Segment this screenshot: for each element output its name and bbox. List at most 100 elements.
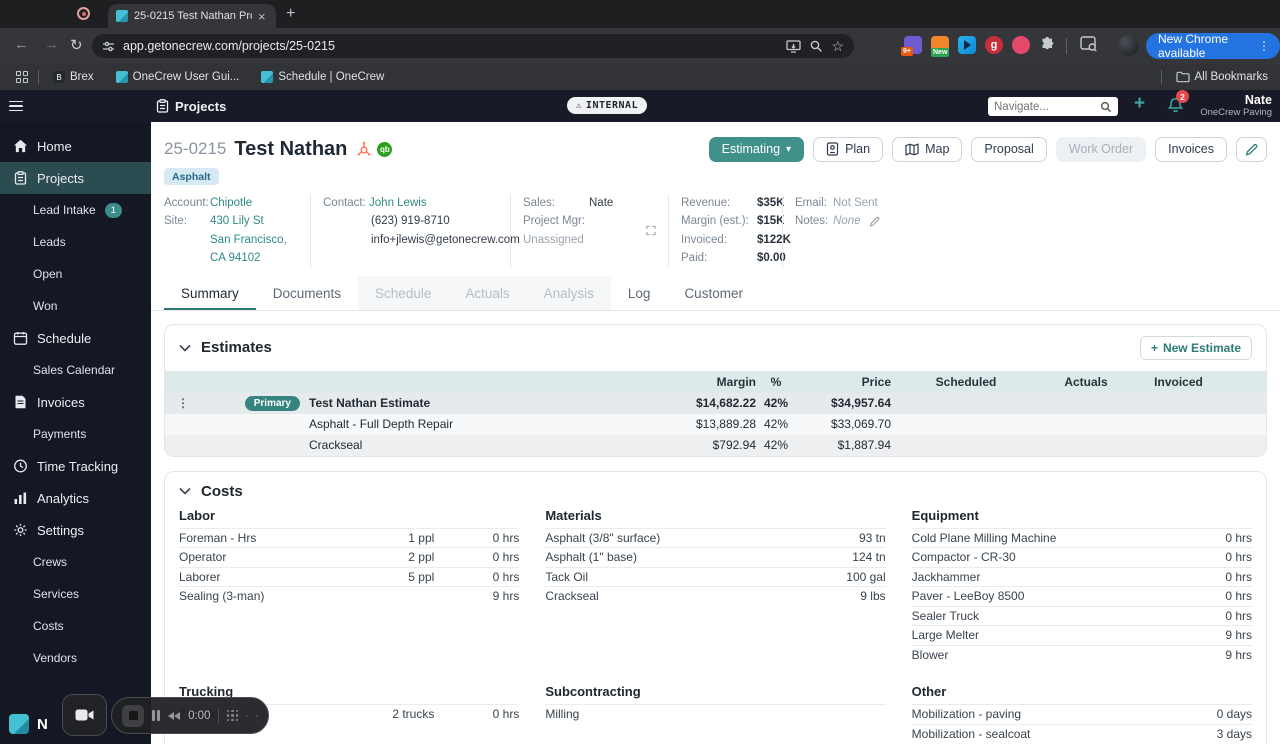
estimate-name[interactable]: Asphalt - Full Depth Repair bbox=[309, 413, 646, 435]
extension-1-icon[interactable]: 9+ bbox=[901, 36, 922, 56]
sidebar-item-projects[interactable]: Projects bbox=[0, 162, 151, 194]
estimating-button[interactable]: Estimating ▾ bbox=[708, 136, 805, 162]
draw-tool-icon[interactable] bbox=[226, 709, 239, 722]
edit-project-button[interactable] bbox=[1236, 136, 1267, 162]
sidebar-toggle-icon[interactable] bbox=[9, 100, 23, 112]
hubspot-icon[interactable] bbox=[355, 141, 372, 157]
contact-link[interactable]: John Lewis bbox=[369, 197, 427, 209]
bookmark-onecrew-guide[interactable]: OneCrew User Gui... bbox=[115, 71, 239, 83]
url-text[interactable]: app.getonecrew.com/projects/25-0215 bbox=[123, 39, 335, 53]
sidebar-item-label: Home bbox=[37, 138, 72, 154]
site-city-link[interactable]: San Francisco, CA 94102 bbox=[210, 233, 287, 265]
site-address-link[interactable]: 430 Lily St bbox=[210, 215, 264, 228]
sidebar-item-invoices[interactable]: Invoices bbox=[0, 386, 151, 418]
extension-3-icon[interactable] bbox=[958, 36, 976, 54]
chrome-update-button[interactable]: New Chrome available ⋮ bbox=[1146, 32, 1280, 60]
extensions-puzzle-icon[interactable] bbox=[1039, 36, 1056, 53]
tab-documents[interactable]: Documents bbox=[272, 285, 342, 301]
navigate-input[interactable] bbox=[994, 100, 1100, 113]
sidebar-item-settings[interactable]: Settings bbox=[0, 514, 151, 546]
expand-team-icon[interactable] bbox=[646, 225, 656, 236]
sidebar-item-payments[interactable]: Payments bbox=[0, 418, 151, 450]
sidebar-item-label: Lead Intake bbox=[33, 203, 96, 217]
paid-label: Paid: bbox=[681, 252, 708, 265]
lead-intake-count-badge: 1 bbox=[104, 202, 122, 218]
proposal-button[interactable]: Proposal bbox=[971, 136, 1047, 162]
edit-notes-icon[interactable] bbox=[869, 216, 880, 227]
sidebar-item-open[interactable]: Open bbox=[0, 258, 151, 290]
search-tab-icon[interactable] bbox=[809, 39, 823, 53]
recording-indicator-icon bbox=[77, 7, 90, 20]
tab-log[interactable]: Log bbox=[627, 285, 651, 301]
sidebar-item-sales-calendar[interactable]: Sales Calendar bbox=[0, 354, 151, 386]
reload-icon[interactable]: ↻ bbox=[70, 37, 83, 54]
plan-button[interactable]: Plan bbox=[813, 136, 884, 162]
user-menu[interactable]: Nate OneCrew Paving bbox=[1200, 93, 1272, 118]
collapse-estimates-icon[interactable] bbox=[179, 344, 191, 352]
sales-value: Nate bbox=[589, 197, 614, 209]
pause-button[interactable] bbox=[152, 710, 161, 721]
rewind-button[interactable] bbox=[168, 711, 181, 720]
bookmark-schedule[interactable]: Schedule | OneCrew bbox=[261, 71, 384, 83]
apps-grid-icon[interactable] bbox=[16, 71, 28, 83]
account-link[interactable]: Chipotle bbox=[210, 197, 253, 209]
sidebar-item-vendors[interactable]: Vendors bbox=[0, 642, 151, 674]
collapse-costs-icon[interactable] bbox=[179, 487, 191, 495]
tab-summary[interactable]: Summary bbox=[164, 276, 256, 310]
invoices-button[interactable]: Invoices bbox=[1155, 136, 1227, 162]
work-order-label: Work Order bbox=[1068, 142, 1134, 156]
trash-icon[interactable] bbox=[256, 709, 258, 723]
sidebar-item-costs[interactable]: Costs bbox=[0, 610, 151, 642]
send-to-device-icon[interactable] bbox=[786, 39, 802, 53]
estimate-percent: 42% bbox=[756, 392, 796, 414]
estimate-margin: $792.94 bbox=[646, 434, 756, 456]
navigate-search[interactable] bbox=[988, 97, 1118, 116]
sidebar-item-leads[interactable]: Leads bbox=[0, 226, 151, 258]
restart-icon[interactable] bbox=[246, 709, 248, 723]
tab-customer[interactable]: Customer bbox=[684, 285, 743, 301]
extension-2-icon[interactable]: New bbox=[931, 36, 950, 57]
sidebar-item-services[interactable]: Services bbox=[0, 578, 151, 610]
sidebar-item-schedule[interactable]: Schedule bbox=[0, 322, 151, 354]
browser-tab[interactable]: 25-0215 Test Nathan Proj × bbox=[108, 4, 276, 28]
tab-search-icon[interactable] bbox=[1080, 36, 1098, 52]
sidebar-item-lead-intake[interactable]: Lead Intake 1 bbox=[0, 194, 151, 226]
chrome-menu-icon[interactable]: ⋮ bbox=[1258, 39, 1270, 53]
site-label: Site: bbox=[164, 215, 188, 228]
site-settings-icon[interactable] bbox=[102, 40, 115, 53]
extension-4-icon[interactable]: g bbox=[985, 36, 1003, 54]
estimate-name[interactable]: Crackseal bbox=[309, 434, 646, 456]
onecrew-logo: N bbox=[9, 714, 48, 734]
bookmark-brex[interactable]: B Brex bbox=[53, 71, 94, 83]
account-site-block: Account:Chipotle Site: 430 Lily St San F… bbox=[164, 194, 310, 268]
sidebar-item-analytics[interactable]: Analytics bbox=[0, 482, 151, 514]
sidebar-item-time-tracking[interactable]: Time Tracking bbox=[0, 450, 151, 482]
stop-button[interactable] bbox=[122, 704, 144, 727]
back-icon[interactable]: ← bbox=[14, 36, 29, 53]
plan-label: Plan bbox=[845, 142, 871, 156]
quick-add-button[interactable]: + bbox=[1134, 93, 1146, 114]
map-button[interactable]: Map bbox=[892, 136, 963, 162]
tab-analysis: Analysis bbox=[526, 275, 611, 310]
extension-5-icon[interactable] bbox=[1012, 36, 1030, 54]
forward-icon[interactable]: → bbox=[44, 36, 59, 53]
address-bar[interactable]: app.getonecrew.com/projects/25-0215 ☆ bbox=[92, 34, 854, 58]
sidebar-item-won[interactable]: Won bbox=[0, 290, 151, 322]
tab-close-icon[interactable]: × bbox=[258, 8, 266, 24]
sidebar-item-label: Services bbox=[33, 587, 80, 601]
new-tab-button[interactable]: + bbox=[286, 5, 296, 22]
notifications-button[interactable]: 2 bbox=[1166, 90, 1189, 114]
other-group: Other Mobilization - paving 0 days Mobili… bbox=[911, 684, 1252, 743]
profile-avatar[interactable] bbox=[1118, 35, 1139, 56]
camera-button[interactable] bbox=[62, 694, 107, 736]
new-estimate-button[interactable]: + New Estimate bbox=[1139, 335, 1252, 360]
all-bookmarks-button[interactable]: All Bookmarks bbox=[1175, 71, 1268, 83]
estimate-name[interactable]: Test Nathan Estimate bbox=[309, 392, 646, 414]
sidebar-item-home[interactable]: Home bbox=[0, 130, 151, 162]
bookmark-star-icon[interactable]: ☆ bbox=[831, 37, 844, 54]
sidebar-item-crews[interactable]: Crews bbox=[0, 546, 151, 578]
projects-icon bbox=[156, 99, 169, 113]
quickbooks-icon[interactable]: qb bbox=[377, 141, 393, 157]
row-menu-icon[interactable]: ⋮ bbox=[165, 392, 201, 414]
sidebar-item-label: Analytics bbox=[37, 490, 90, 506]
